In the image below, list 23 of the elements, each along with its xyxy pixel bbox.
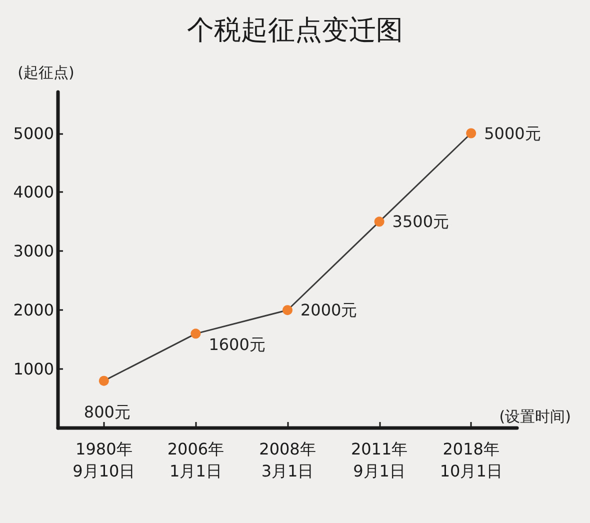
- y-tick-label: 5000: [13, 124, 54, 143]
- data-label: 1600元: [208, 335, 266, 354]
- point: [466, 128, 476, 138]
- data-label: 5000元: [484, 124, 541, 143]
- point: [374, 216, 384, 227]
- y-tick-label: 4000: [13, 182, 54, 202]
- x-tick-label: 1980年 9月10日: [72, 440, 136, 480]
- data-label: 3500元: [392, 212, 450, 232]
- point: [190, 328, 201, 339]
- x-tick-label: 2006年 1月1日: [167, 440, 224, 480]
- x-tick-label: 2008年 3月1日: [259, 440, 316, 480]
- y-tick-label: 2000: [13, 300, 54, 320]
- chart-title: 个税起征点变迁图: [187, 15, 403, 46]
- x-axis-title: (设置时间): [499, 408, 571, 426]
- point: [98, 376, 109, 386]
- y-tick-label: 1000: [13, 360, 54, 379]
- x-tick-label: 2018年 10月1日: [440, 440, 502, 480]
- data-label: 2000元: [300, 300, 358, 320]
- x-tick-label: 2011年 9月1日: [350, 440, 408, 480]
- y-axis-title: (起征点): [18, 64, 74, 82]
- data-label: 800元: [84, 402, 130, 422]
- y-tick-label: 3000: [13, 242, 54, 261]
- point: [282, 305, 292, 316]
